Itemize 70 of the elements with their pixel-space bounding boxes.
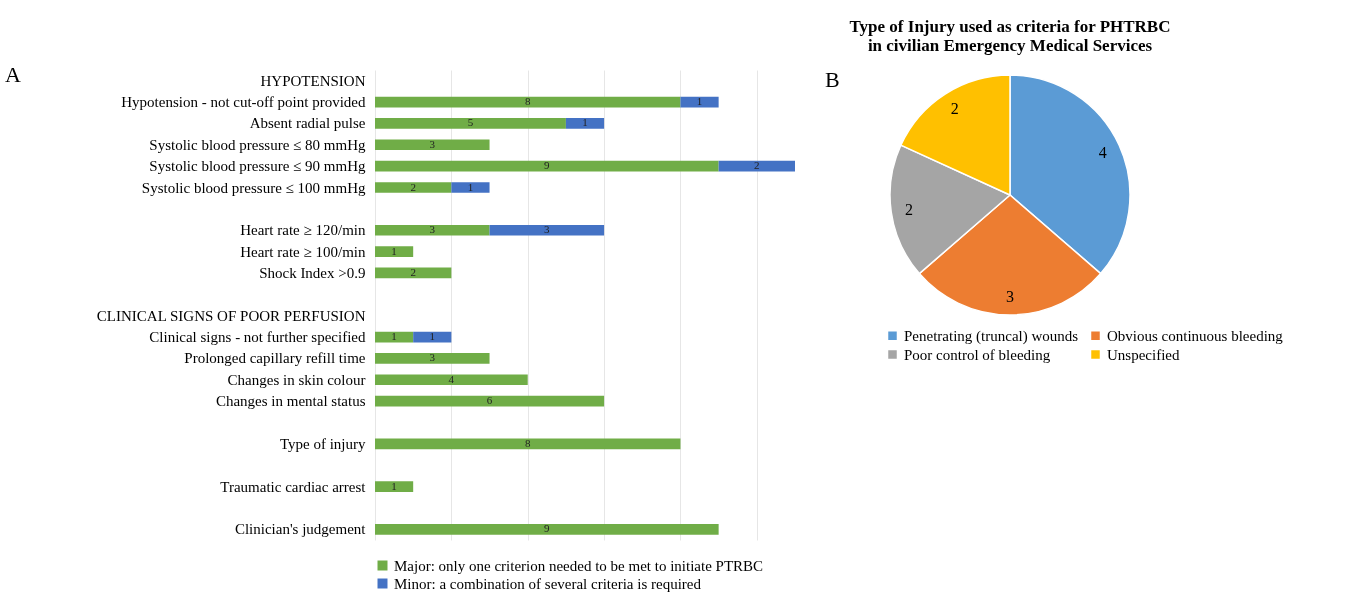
bar <box>718 160 795 172</box>
bar <box>375 438 681 450</box>
y-tick-label: Prolonged capillary refill time <box>184 350 366 367</box>
y-tick-label: Clinician's judgement <box>234 521 367 538</box>
data-label: 9 <box>544 522 551 535</box>
data-label: 1 <box>391 244 397 257</box>
y-tick-label: Type of injury <box>279 435 366 452</box>
chart-title: Type of Injury used as criteria for PHTRBC in civilian Emergency Medical Services <box>849 17 1171 55</box>
bar <box>375 182 452 193</box>
data-label: 2 <box>754 159 760 172</box>
y-tick-label: Changes in skin colour <box>227 371 366 388</box>
y-tick-label: Heart rate ≥ 120/min <box>240 222 366 239</box>
data-label: 4 <box>448 372 455 385</box>
data-label: 3 <box>429 137 436 150</box>
y-tick-label: Hypotension - not cut-off point provided <box>121 94 366 111</box>
y-tick-label: CLINICAL SIGNS OF POOR PERFUSION <box>96 307 366 324</box>
bar <box>375 481 414 492</box>
data-label: 1 <box>467 180 474 193</box>
bar <box>375 96 681 108</box>
data-label: 2 <box>410 180 416 193</box>
data-label: 1 <box>391 330 397 343</box>
bar <box>375 267 452 279</box>
bar <box>680 96 719 108</box>
data-label: 3 <box>429 351 436 364</box>
bar <box>451 182 490 193</box>
data-label: 6 <box>486 394 493 407</box>
bar <box>375 224 490 236</box>
y-tick-label: Traumatic cardiac arrest <box>220 478 367 495</box>
y-tick-label: Systolic blood pressure ≤ 100 mmHg <box>141 179 366 196</box>
data-label: 3 <box>544 223 551 236</box>
data-label: 8 <box>524 95 531 108</box>
data-label: 8 <box>524 436 531 449</box>
data-label: 1 <box>391 479 397 492</box>
data-label: 2 <box>905 200 914 218</box>
y-tick-label: Changes in mental status <box>215 393 366 410</box>
y-tick-label: Systolic blood pressure ≤ 90 mmHg <box>149 158 366 175</box>
data-label: 3 <box>1006 288 1014 305</box>
data-label: 1 <box>696 95 703 108</box>
legend-label: Minor: a combination of several criteria is required <box>394 575 702 592</box>
legend-label: Obvious continuous bleeding <box>1107 327 1284 344</box>
data-label: 5 <box>467 116 474 129</box>
legend-label: Unspecified <box>1107 346 1180 363</box>
bar <box>375 139 490 151</box>
data-label: 9 <box>544 159 551 172</box>
legend-label: Penetrating (truncal) wounds <box>904 327 1079 345</box>
legend-label: Major: only one criterion needed to be met to initiate PTRBC <box>394 557 764 574</box>
data-label: 4 <box>1098 143 1107 161</box>
text: A <box>5 62 21 87</box>
bar <box>565 118 605 129</box>
legend-label: Poor control of bleeding <box>904 346 1051 363</box>
data-label: 1 <box>582 116 588 129</box>
bar <box>375 160 719 172</box>
data-label: 2 <box>950 100 959 118</box>
y-tick-label: Heart rate ≥ 100/min <box>240 243 366 260</box>
y-tick-label: Clinical signs - not further specified <box>149 329 366 346</box>
data-label: 3 <box>429 223 436 236</box>
bar <box>375 523 719 535</box>
data-label: 2 <box>410 265 416 278</box>
y-tick-label: HYPOTENSION <box>260 72 366 89</box>
bar <box>375 353 490 364</box>
bar <box>375 246 414 257</box>
bar <box>375 118 566 129</box>
bar <box>489 224 605 236</box>
text: B <box>825 67 840 92</box>
y-tick-label: Shock Index >0.9 <box>259 264 366 281</box>
y-tick-label: Absent radial pulse <box>249 115 366 132</box>
y-tick-label: Systolic blood pressure ≤ 80 mmHg <box>149 136 366 153</box>
bar <box>375 374 528 386</box>
data-label: 1 <box>429 330 436 343</box>
bar <box>375 395 605 407</box>
